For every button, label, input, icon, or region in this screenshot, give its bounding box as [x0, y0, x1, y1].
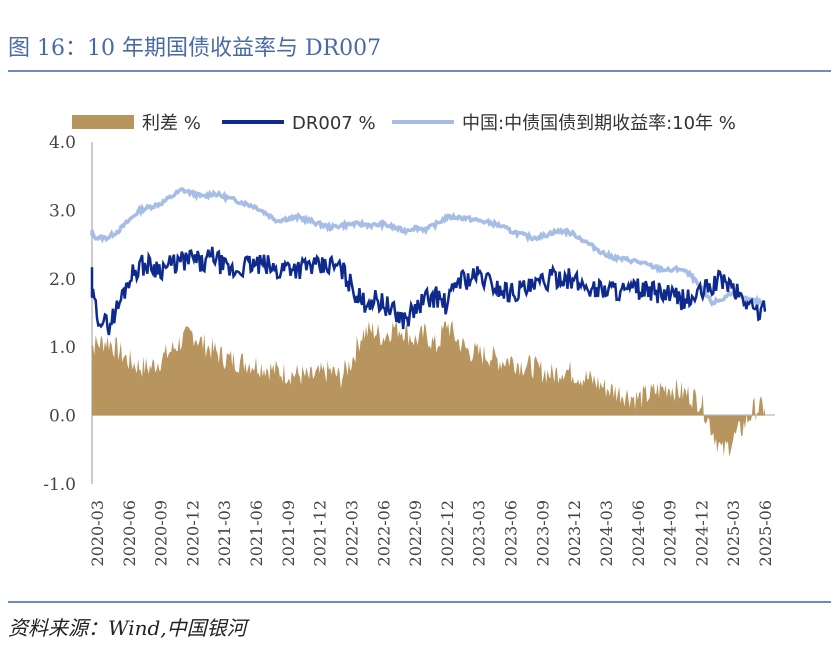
x-tick-label: 2022-09 — [406, 500, 425, 566]
x-tick-label: 2024-06 — [629, 500, 648, 566]
x-tick-label: 2023-03 — [470, 500, 489, 566]
x-tick-label: 2021-12 — [311, 500, 330, 566]
x-tick-label: 2023-06 — [502, 500, 521, 566]
legend-label-cgb10y: 中国:中债国债到期收益率:10年 % — [462, 113, 736, 134]
x-tick-label: 2020-03 — [88, 500, 107, 566]
x-tick-label: 2020-06 — [120, 500, 139, 566]
x-tick-label: 2024-03 — [597, 500, 616, 566]
y-tick-label: 4.0 — [49, 133, 76, 153]
y-axis-ticks: 4.0 3.0 2.0 1.0 0.0 -1.0 — [43, 133, 76, 495]
source-fade-overlay — [270, 614, 440, 638]
x-tick-label: 2021-09 — [279, 500, 298, 566]
chart-canvas: 利差 % DR007 % 中国:中债国债到期收益率:10年 % 4.0 3.0 2.… — [43, 113, 775, 566]
legend-swatch-spread — [72, 115, 134, 129]
x-tick-label: 2023-09 — [533, 500, 552, 566]
x-tick-label: 2020-12 — [183, 500, 202, 566]
chart-legend: 利差 % DR007 % 中国:中债国债到期收益率:10年 % — [72, 113, 736, 134]
y-tick-label: 0.0 — [49, 407, 76, 427]
x-tick-label: 2021-03 — [215, 500, 234, 566]
x-tick-label: 2022-06 — [374, 500, 393, 566]
legend-label-dr007: DR007 % — [292, 113, 376, 134]
x-tick-label: 2020-09 — [152, 500, 171, 566]
y-tick-label: -1.0 — [43, 475, 76, 495]
series-line-cgb10y — [90, 186, 766, 307]
series-line-dr007 — [90, 246, 767, 336]
figure-title: 图 16：10 年期国债收益率与 DR007 — [8, 36, 382, 61]
x-tick-label: 2022-12 — [438, 500, 457, 566]
source-rule — [8, 601, 831, 603]
x-tick-label: 2024-09 — [661, 500, 680, 566]
y-tick-label: 3.0 — [49, 201, 76, 221]
x-tick-label: 2025-03 — [724, 500, 743, 566]
legend-label-spread: 利差 % — [142, 113, 201, 134]
x-tick-label: 2024-12 — [692, 500, 711, 566]
x-tick-label: 2021-06 — [247, 500, 266, 566]
x-axis-ticks: 2020-03 2020-06 2020-09 2020-12 2021-03 2021-… — [88, 500, 775, 566]
source-note: 资料来源：Wind,中国银河 — [8, 616, 247, 640]
y-tick-label: 2.0 — [49, 270, 76, 290]
series-area-spread — [92, 317, 765, 457]
y-tick-label: 1.0 — [49, 338, 76, 358]
title-underline — [8, 70, 831, 72]
x-tick-label: 2025-06 — [756, 500, 775, 566]
x-tick-label: 2023-12 — [565, 500, 584, 566]
x-tick-label: 2022-03 — [342, 500, 361, 566]
